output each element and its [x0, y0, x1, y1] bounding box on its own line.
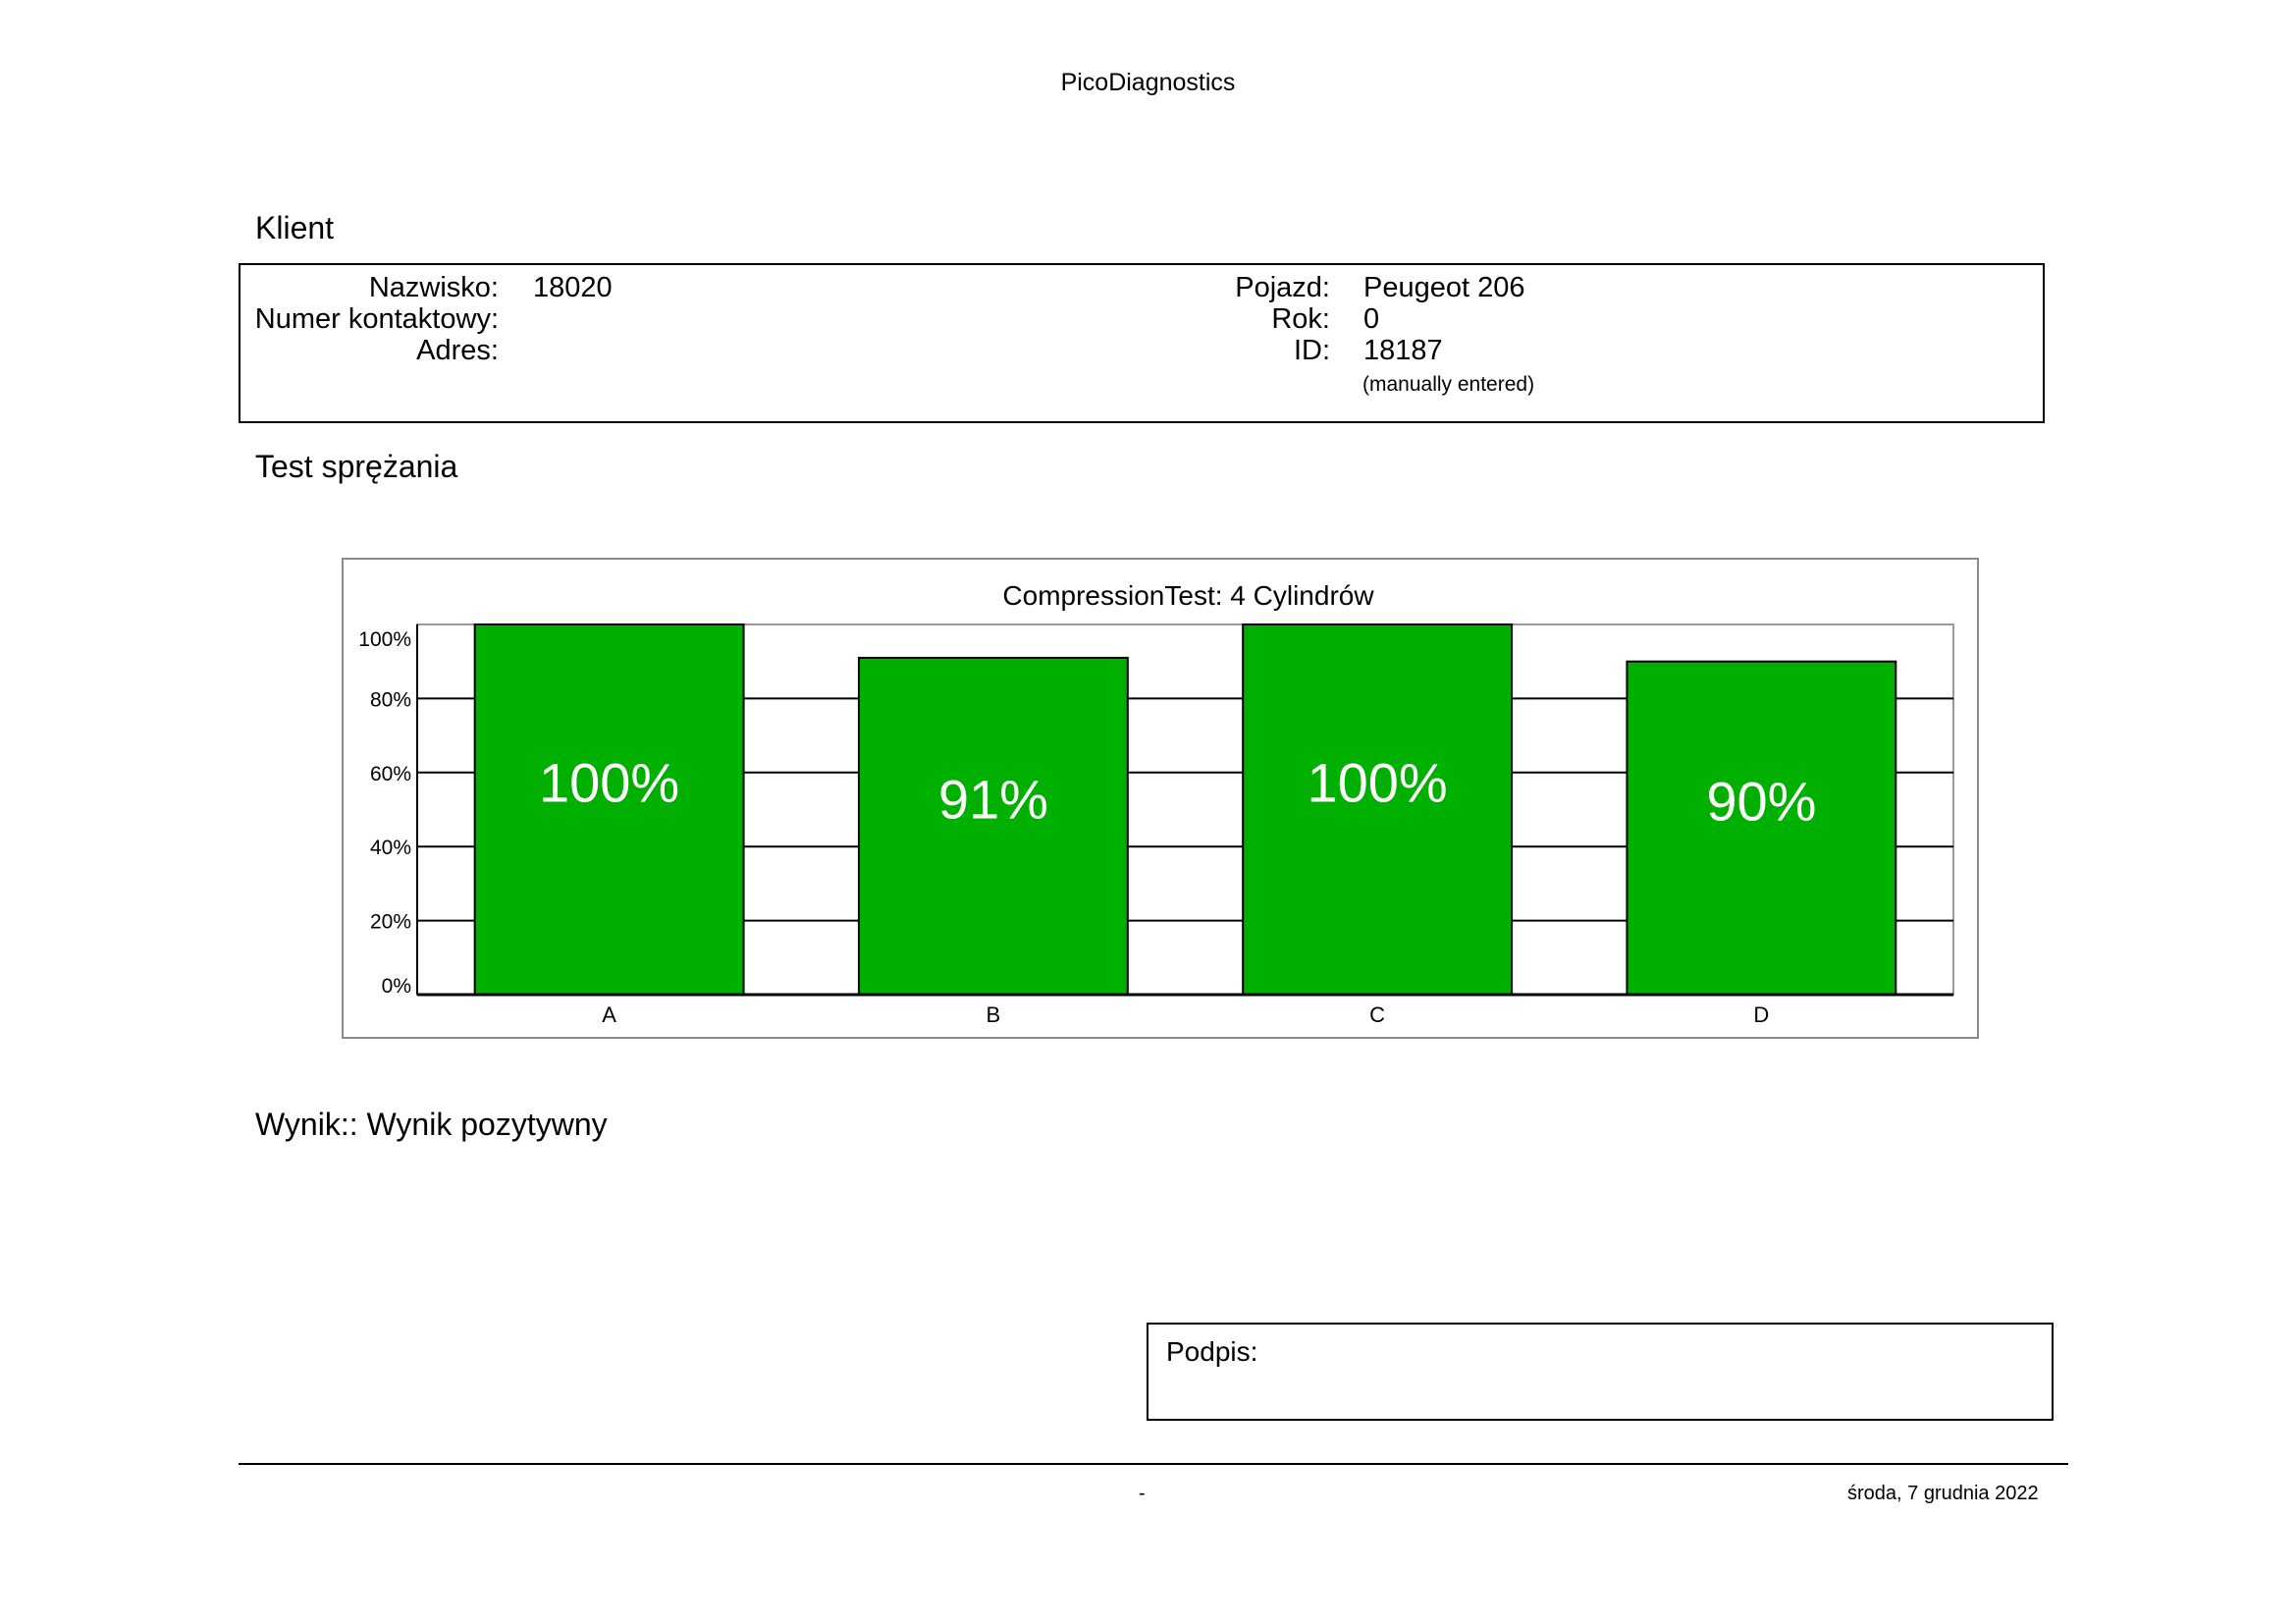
y-tick-label: 60%	[370, 763, 411, 785]
address-label: Adres:	[416, 335, 499, 366]
footer-divider	[239, 1463, 2068, 1465]
vehicle-label: Pojazd:	[1235, 272, 1330, 303]
y-tick-label: 80%	[370, 688, 411, 711]
bar-value-label: 91%	[938, 768, 1048, 830]
year-label: Rok:	[1271, 303, 1330, 335]
bar-D	[1626, 660, 1897, 996]
year-value: 0	[1363, 303, 1380, 335]
id-value: 18187	[1363, 335, 1443, 366]
x-tick-label: C	[1369, 1002, 1385, 1027]
phone-label: Numer kontaktowy:	[254, 303, 499, 335]
test-section-title: Test sprężania	[255, 449, 458, 484]
bar-A	[473, 623, 745, 996]
bar-value-label: 100%	[1308, 752, 1448, 814]
surname-label: Nazwisko:	[368, 272, 499, 303]
signature-label: Podpis:	[1166, 1336, 1258, 1367]
x-tick-label: B	[987, 1002, 1001, 1027]
y-tick-label: 20%	[370, 911, 411, 934]
chart-title: CompressionTest: 4 Cylindrów	[1002, 580, 1374, 611]
chart-frame	[342, 558, 1979, 1039]
result-text: Wynik:: Wynik pozytywny	[255, 1107, 608, 1142]
bar-value-label: 100%	[539, 752, 679, 814]
x-tick-label: D	[1753, 1002, 1769, 1027]
y-tick-label: 0%	[382, 975, 411, 998]
client-section-title: Klient	[255, 210, 335, 245]
y-tick-label: 40%	[370, 837, 411, 859]
signature-box	[1147, 1323, 2054, 1421]
footer-center: -	[1139, 1483, 1146, 1504]
document-header-title: PicoDiagnostics	[1060, 69, 1236, 96]
vehicle-value: Peugeot 206	[1363, 272, 1525, 303]
footer-date: środa, 7 grudnia 2022	[1847, 1483, 2039, 1504]
bar-value-label: 90%	[1706, 770, 1816, 832]
id-note: (manually entered)	[1362, 373, 1535, 396]
client-info-box	[239, 263, 2045, 423]
id-label: ID:	[1293, 335, 1330, 366]
surname-value: 18020	[533, 272, 613, 303]
y-tick-label: 100%	[358, 628, 411, 651]
x-tick-label: A	[602, 1002, 616, 1027]
